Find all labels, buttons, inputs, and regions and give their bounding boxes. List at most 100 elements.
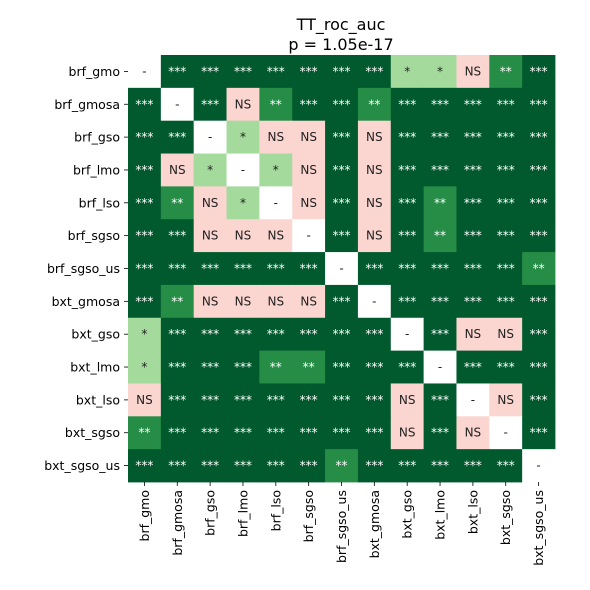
- cell-value-label: **: [303, 360, 315, 374]
- heatmap-cell: [128, 55, 162, 89]
- cell-value-label: NS: [465, 64, 482, 78]
- cell-value-label: **: [171, 294, 183, 308]
- cell-value-label: NS: [202, 294, 219, 308]
- cell-value-label: *: [207, 163, 213, 177]
- cell-value-label: ***: [300, 426, 318, 440]
- cell-value-label: ***: [464, 294, 482, 308]
- cell-value-label: ***: [365, 459, 383, 473]
- heatmap-cell: [193, 186, 227, 220]
- cell-value-label: ***: [300, 97, 318, 111]
- heatmap-cell: [357, 219, 392, 253]
- cell-value-label: NS: [399, 426, 416, 440]
- cell-value-label: NS: [497, 393, 514, 407]
- y-tick-label: bxt_sgso: [65, 425, 120, 440]
- heatmap-cell: [292, 87, 326, 122]
- heatmap-cell: [160, 55, 195, 89]
- heatmap-cell: [226, 449, 260, 483]
- cell-value-label: *: [141, 327, 147, 341]
- heatmap-cell: [325, 219, 359, 253]
- cell-value-label: ***: [530, 196, 548, 210]
- cell-value-label: NS: [465, 426, 482, 440]
- cell-value-label: ***: [365, 327, 383, 341]
- heatmap-cell: [423, 219, 457, 253]
- cell-value-label: **: [171, 196, 183, 210]
- heatmap-cell: [128, 186, 162, 220]
- heatmap-cell: [423, 317, 457, 352]
- cell-value-label: **: [368, 97, 380, 111]
- heatmap-cell: [423, 350, 457, 384]
- cell-value-label: -: [274, 196, 278, 210]
- x-axis-tick-labels: brf_gmo brf_gmosa brf_gso brf_lmo brf_lso brf…: [137, 482, 546, 566]
- cell-value-label: ***: [365, 360, 383, 374]
- cell-value-label: ***: [267, 426, 285, 440]
- heatmap-cell: [160, 317, 195, 352]
- cell-value-label: ***: [497, 196, 515, 210]
- cell-value-label: ***: [530, 294, 548, 308]
- cell-value-label: ***: [300, 459, 318, 473]
- heatmap-cell: [325, 153, 359, 187]
- heatmap-cell: [456, 153, 490, 187]
- heatmap-cell: [357, 55, 392, 89]
- cell-value-label: ***: [464, 459, 482, 473]
- cell-value-label: *: [273, 163, 279, 177]
- cell-value-label: ***: [398, 163, 416, 177]
- cell-value-label: NS: [202, 229, 219, 243]
- y-tick-label: brf_lso: [79, 195, 120, 210]
- cell-value-label: NS: [300, 130, 317, 144]
- cell-value-label: NS: [300, 196, 317, 210]
- heatmap-cell: [226, 416, 260, 450]
- heatmap-cell: [193, 120, 227, 154]
- x-tick-label: bxt_gmosa: [367, 490, 382, 558]
- heatmap-cell: [193, 284, 227, 319]
- x-tick-label: brf_sgso_us: [334, 490, 349, 563]
- heatmap-cell: [390, 186, 425, 220]
- heatmap-cell: [456, 55, 490, 89]
- heatmap-cell: [357, 284, 392, 319]
- heatmap-cell: [259, 120, 293, 154]
- heatmap-cell: [522, 416, 556, 450]
- cell-value-label: ***: [431, 97, 449, 111]
- cell-value-label: -: [306, 229, 310, 243]
- cell-value-label: ***: [431, 459, 449, 473]
- cell-value-label: NS: [399, 393, 416, 407]
- heatmap-cell: [456, 120, 490, 154]
- cell-value-label: ***: [431, 163, 449, 177]
- heatmap-cell: [193, 55, 227, 89]
- heatmap-cell: [423, 55, 457, 89]
- cell-value-label: ***: [530, 360, 548, 374]
- cell-value-label: ***: [168, 393, 186, 407]
- cell-value-label: ***: [464, 163, 482, 177]
- y-tick-label: brf_lmo: [73, 162, 120, 177]
- heatmap-cell: [128, 252, 162, 286]
- cell-value-label: ***: [398, 262, 416, 276]
- heatmap-cell: [193, 350, 227, 384]
- cell-value-label: NS: [366, 196, 383, 210]
- heatmap-cell: [128, 120, 162, 154]
- heatmap-cell: [226, 284, 260, 319]
- x-tick-label: brf_lso: [268, 490, 283, 531]
- cell-value-label: *: [240, 196, 246, 210]
- heatmap-cell: [489, 284, 523, 319]
- heatmap-cell: [193, 87, 227, 122]
- heatmap-cell: [489, 350, 523, 384]
- cell-value-label: ***: [300, 262, 318, 276]
- cell-value-label: ***: [234, 393, 252, 407]
- heatmap-cell: [489, 87, 523, 122]
- heatmap-cell: [325, 252, 359, 286]
- cell-value-label: ***: [168, 360, 186, 374]
- cell-value-label: NS: [268, 294, 285, 308]
- heatmap-cell: [456, 317, 490, 352]
- cell-value-label: ***: [497, 262, 515, 276]
- heatmap-cell: [128, 219, 162, 253]
- cell-value-label: ***: [333, 393, 351, 407]
- cell-value-label: ***: [333, 64, 351, 78]
- cell-value-label: **: [270, 360, 282, 374]
- heatmap-cell: [325, 120, 359, 154]
- heatmap-cell: [259, 449, 293, 483]
- x-tick-label: brf_gmosa: [170, 490, 185, 556]
- heatmap-cell: [423, 120, 457, 154]
- cell-value-label: ***: [497, 163, 515, 177]
- cell-value-label: ***: [431, 294, 449, 308]
- cell-value-label: ***: [497, 97, 515, 111]
- cell-value-label: NS: [300, 163, 317, 177]
